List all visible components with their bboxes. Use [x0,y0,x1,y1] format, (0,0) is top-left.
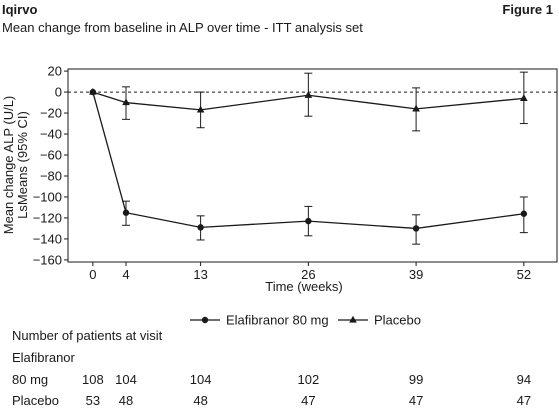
series-elafibranor [89,88,528,245]
patients-count-cell: 47 [301,393,316,408]
row-label-placebo: Placebo [12,393,59,408]
series-line [92,91,524,230]
x-tick-label: 0 [89,267,96,282]
x-tick-label: 13 [193,267,207,282]
data-point [305,217,312,225]
chart-subtitle: Mean change from baseline in ALP over ti… [2,20,363,35]
figure-label: Figure 1 [502,2,553,17]
patients-count-cell: 104 [189,372,212,387]
y-tick-label: 20 [48,64,62,79]
y-tick-label: −120 [33,210,62,225]
y-axis-label-line1: Mean change ALP (U/L) [1,96,16,235]
y-axis: 20 0 −20 −40 −60 −80 −100 −120 −140 −160 [33,64,68,267]
y-tick-label: −40 [40,127,62,142]
patients-count-cell: 47 [408,393,424,408]
data-point [196,105,205,113]
legend-marker [349,315,357,323]
patients-count-cell: 102 [297,372,320,387]
x-axis-label: Time (weeks) [265,279,343,294]
patients-table-heading: Number of patients at visit [12,328,163,343]
row-label-elafibranor-line2: 80 mg [12,372,49,387]
row-label-elafibranor-line1: Elafibranor [12,350,75,365]
series-placebo [89,71,528,132]
x-tick-label: 52 [517,267,531,282]
x-tick-label: 26 [301,267,315,282]
patients-count-cell: 47 [516,393,532,408]
brand-name: Iqirvo [2,2,38,17]
data-point [412,225,420,232]
y-axis-label-line2: LsMeans (95% CI) [15,111,30,219]
y-tick-label: 0 [55,85,62,100]
patients-count-cell: 48 [118,393,134,408]
data-point [304,91,313,98]
x-tick-label: 4 [122,267,129,282]
data-point [122,98,130,106]
patients-count-cell: 99 [408,372,424,387]
patients-count-cell: 53 [85,393,101,408]
data-point [412,104,420,112]
patients-count-cell: 104 [115,372,137,387]
y-tick-label: −60 [40,148,62,163]
y-tick-label: −100 [33,189,62,204]
patients-count-cell: 94 [516,372,532,387]
y-tick-label: −80 [40,168,62,183]
y-tick-label: −160 [33,252,62,267]
legend-label: Elafibranor 80 mg [226,313,329,328]
y-tick-label: −20 [40,106,62,121]
x-tick-label: 39 [409,267,423,282]
x-axis: 0 4 13 26 39 52 [89,262,531,282]
data-point [89,87,97,95]
series-layer [89,71,528,245]
plot-frame [67,68,558,263]
legend: Elafibranor 80 mg Placebo [190,313,421,328]
legend-marker [201,316,209,324]
data-point [520,210,528,217]
patients-count-cell: 108 [82,372,104,387]
data-point [520,94,528,101]
series-line [92,91,524,111]
y-tick-label: −140 [33,231,62,246]
legend-label: Placebo [374,313,421,328]
data-point [122,209,130,216]
data-point [197,224,204,231]
patients-count-cell: 48 [193,393,208,408]
